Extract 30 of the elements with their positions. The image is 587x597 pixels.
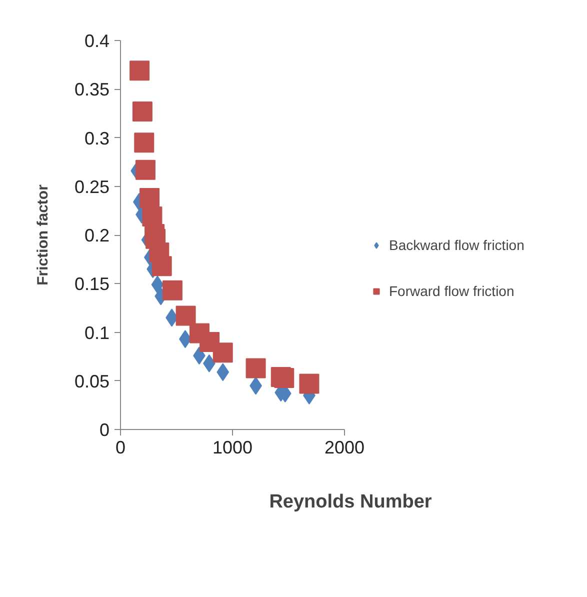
- point: [151, 276, 164, 294]
- y-axis-title: Friction factor: [34, 184, 52, 286]
- point: [299, 374, 320, 394]
- y-tick-label: 0.15: [74, 274, 110, 294]
- y-tick-label: 0: [99, 420, 110, 440]
- x-tick-label: 0: [115, 438, 126, 458]
- point: [152, 256, 172, 276]
- point: [132, 101, 152, 122]
- y-tick-label: 0.25: [74, 176, 110, 197]
- point: [162, 280, 182, 300]
- x-tick-label: 2000: [324, 438, 365, 458]
- point: [176, 306, 196, 326]
- point: [140, 188, 160, 208]
- point: [246, 358, 266, 378]
- y-tick-label: 0.1: [84, 322, 110, 343]
- y-tick-label: 0.05: [74, 371, 110, 392]
- y-tick-label: 0.3: [84, 128, 110, 148]
- point: [135, 160, 156, 180]
- y-tick-label: 0.35: [74, 80, 110, 100]
- point: [212, 342, 233, 363]
- x-axis-title: Reynolds Number: [269, 492, 432, 512]
- legend-label: Backward flow friction: [389, 237, 524, 253]
- point: [216, 363, 230, 382]
- x-tick-label: 1000: [212, 438, 253, 458]
- point: [130, 60, 150, 81]
- legend-label: Forward flow friction: [389, 283, 514, 299]
- y-tick-label: 0.4: [84, 31, 110, 51]
- point: [274, 368, 294, 388]
- y-tick-label: 0.2: [84, 226, 110, 246]
- point: [134, 132, 154, 153]
